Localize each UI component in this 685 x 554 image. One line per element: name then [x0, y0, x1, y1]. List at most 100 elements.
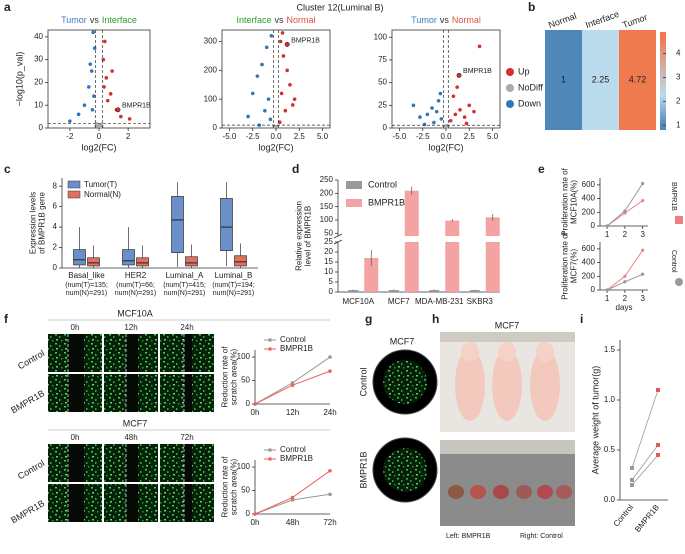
volcano-point — [279, 91, 284, 96]
y-axis-label-line: Expression levels — [29, 192, 38, 254]
x-tick-label: 2 — [623, 230, 628, 239]
volcano-point — [442, 125, 446, 130]
box — [220, 198, 233, 251]
volcano-point — [278, 39, 283, 44]
panel-letter: f — [4, 312, 9, 326]
panel-a-title: Cluster 12(Luminal B) — [296, 2, 383, 12]
colony-cells — [383, 448, 427, 492]
y-axis-label-line: of BMPR1B gene — [38, 192, 47, 254]
legend-label: BMPR1B — [280, 344, 313, 353]
legend-swatch — [346, 181, 362, 189]
box — [136, 257, 149, 267]
y-tick-label: 600 — [582, 180, 596, 189]
scratch-gap — [184, 444, 192, 482]
category-note: num(N)=291) — [213, 290, 254, 297]
row-label: BMPR1B — [358, 451, 368, 488]
x-tick-label: 2 — [623, 294, 628, 303]
y-tick-label: 2 — [53, 243, 58, 252]
x-tick-label: -5.0 — [223, 132, 237, 141]
volcano-point — [127, 117, 132, 121]
x-tick-label: 2 — [126, 132, 131, 141]
bar — [388, 290, 399, 292]
y-tick-label: 600 — [582, 244, 596, 253]
bar — [348, 290, 359, 292]
x-tick-label: BMPR1B — [633, 503, 661, 534]
tumor — [493, 485, 509, 499]
legend-label: Control — [280, 335, 306, 344]
x-tick-label: -2.5 — [246, 132, 260, 141]
bar — [485, 242, 500, 292]
y-axis-label-line: level of BMPR1B — [304, 206, 313, 266]
point — [328, 492, 332, 497]
point — [605, 224, 609, 228]
y-tick-label: 400 — [582, 194, 596, 203]
volcano-point — [436, 98, 441, 103]
panel-letter: d — [292, 162, 299, 176]
box — [122, 249, 135, 266]
scratch-gap — [68, 374, 84, 412]
heat-cell — [582, 30, 619, 130]
scratch-gap — [68, 334, 84, 372]
time-label: 72h — [180, 433, 193, 442]
y-tick-label: 0 — [39, 123, 44, 132]
mouse — [530, 349, 560, 421]
bar — [364, 258, 379, 292]
y-axis-label-line: Relative expression — [295, 201, 304, 271]
y-axis-label: Relative expressionlevel of BMPR1B — [295, 201, 313, 271]
panel-letter: a — [4, 0, 11, 14]
legend-swatch — [675, 278, 683, 286]
volcano-point — [260, 62, 264, 67]
volcano-point — [425, 112, 430, 117]
y-tick-label: 6 — [53, 202, 58, 211]
highlight-point — [284, 41, 290, 47]
volcano-point — [88, 62, 93, 66]
volcano-point — [281, 54, 286, 58]
volcano-point — [92, 46, 97, 51]
point — [623, 274, 627, 278]
subtitle-part: vs — [440, 15, 450, 25]
subtitle-part: Interface — [236, 15, 271, 25]
y-tick-label: 50 — [241, 486, 250, 495]
x-tick-label: MDA-MB-231 — [415, 297, 464, 306]
volcano-point — [462, 115, 467, 119]
y-tick-label: 250 — [320, 175, 334, 184]
highlight-point — [456, 72, 462, 78]
volcano-point — [453, 112, 458, 117]
y-axis-label-line: MCF7(%) — [570, 249, 579, 284]
line — [254, 356, 331, 405]
point — [630, 466, 634, 470]
bar — [429, 290, 440, 292]
legend-label: BMPR1B — [670, 182, 677, 211]
x-tick-label: 1 — [605, 230, 610, 239]
scratch-gap — [126, 334, 138, 372]
scratch-gap — [184, 374, 192, 412]
volcano-point — [273, 125, 278, 130]
y-tick-label: 0.5 — [604, 445, 616, 454]
y-axis-label-line: Proliferation rate of — [561, 167, 570, 235]
x-tick-label: 5.0 — [487, 132, 499, 141]
volcano-point — [101, 57, 106, 62]
highlight-point — [115, 107, 121, 113]
caption: Left: BMPR1B — [446, 533, 491, 540]
x-axis-label: log2(FC) — [258, 142, 293, 152]
volcano-point — [90, 107, 95, 112]
y-tick-label: 150 — [320, 202, 334, 211]
point — [656, 443, 660, 447]
subtitle-part: Interface — [102, 15, 137, 25]
subtitle-part: Tumor — [61, 15, 87, 25]
column-header: Interface — [584, 9, 620, 30]
row-label: BMPR1B — [9, 388, 46, 415]
highlight-label: BMPR1B — [122, 103, 151, 110]
subtitle-part: vs — [275, 15, 285, 25]
point — [253, 402, 257, 406]
y-tick-label: 100 — [237, 352, 251, 361]
category-note: (num(T)=135; — [65, 282, 108, 289]
point — [641, 248, 645, 252]
x-tick-label: MCF10A — [342, 297, 374, 306]
x-tick-label: 2.5 — [294, 132, 306, 141]
tumor — [516, 485, 532, 499]
x-tick-label: 5.0 — [317, 132, 329, 141]
line — [254, 470, 331, 515]
tumor — [448, 485, 464, 499]
x-tick-label: 12h — [286, 408, 299, 417]
